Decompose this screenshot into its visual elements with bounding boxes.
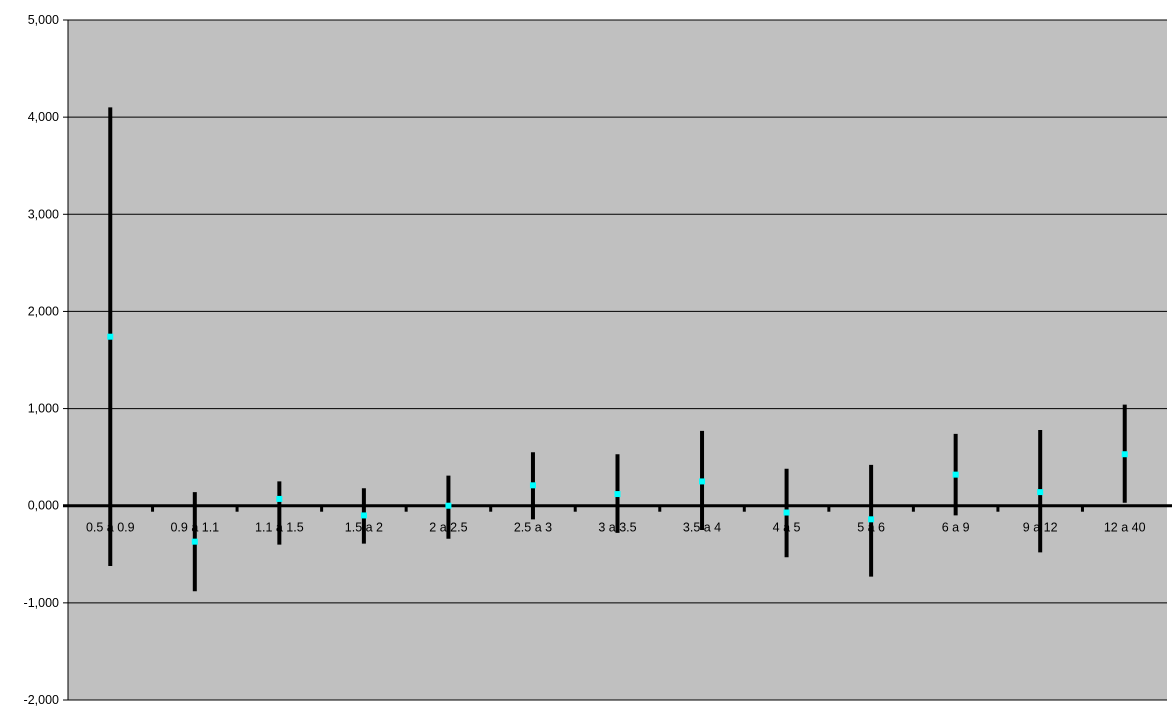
y-axis-tick-labels: 5,000 4,000 3,000 2,000 1,000 0,000 -1,000 -2,0… (24, 13, 60, 707)
data-point-marker (699, 478, 706, 485)
x-axis-tick-labels: 0.5 a 0.9 0.9 a 1.1 1.1 a 1.5 1.5 a 2 2 a 2.… (86, 521, 1146, 535)
y-tick-label: -2,000 (24, 693, 59, 707)
y-tick-label: 1,000 (28, 402, 59, 416)
data-point-marker (445, 502, 452, 509)
x-tick-label: 9 a 12 (1023, 521, 1058, 535)
data-point-marker (276, 495, 283, 502)
x-tick-label: 2 a 2.5 (429, 521, 467, 535)
x-tick-label: 1.5 a 2 (345, 521, 383, 535)
data-point-marker (614, 491, 621, 498)
data-point-marker (868, 516, 875, 523)
axes (63, 19, 1172, 701)
y-tick-label: -1,000 (24, 596, 59, 610)
plot-area (68, 20, 1167, 700)
data-point-marker (191, 538, 198, 545)
x-tick-label: 3.5 a 4 (683, 521, 721, 535)
x-tick-label: 6 a 9 (942, 521, 970, 535)
x-tick-label: 0.5 a 0.9 (86, 521, 135, 535)
y-tick-label: 2,000 (28, 304, 59, 318)
x-tick-label: 2.5 a 3 (514, 521, 552, 535)
x-tick-label: 0.9 a 1.1 (170, 521, 219, 535)
x-tick-label: 5 a 6 (857, 521, 885, 535)
gridlines (68, 19, 1167, 701)
y-tick-label: 5,000 (28, 13, 59, 27)
data-point-marker (1037, 489, 1044, 496)
y-tick-label: 0,000 (28, 499, 59, 513)
x-tick-label: 4 a 5 (773, 521, 801, 535)
data-point-marker (1121, 451, 1128, 458)
x-tick-label: 1.1 a 1.5 (255, 521, 304, 535)
data-point-marker (107, 333, 114, 340)
data-point-marker (783, 509, 790, 516)
data-point-marker (529, 482, 536, 489)
x-tick-label: 12 a 40 (1104, 521, 1146, 535)
y-tick-label: 4,000 (28, 110, 59, 124)
data-point-marker (360, 512, 367, 519)
x-tick-label: 3 a 3.5 (598, 521, 636, 535)
point-markers (107, 333, 1128, 545)
y-tick-label: 3,000 (28, 207, 59, 221)
data-point-marker (952, 471, 959, 478)
